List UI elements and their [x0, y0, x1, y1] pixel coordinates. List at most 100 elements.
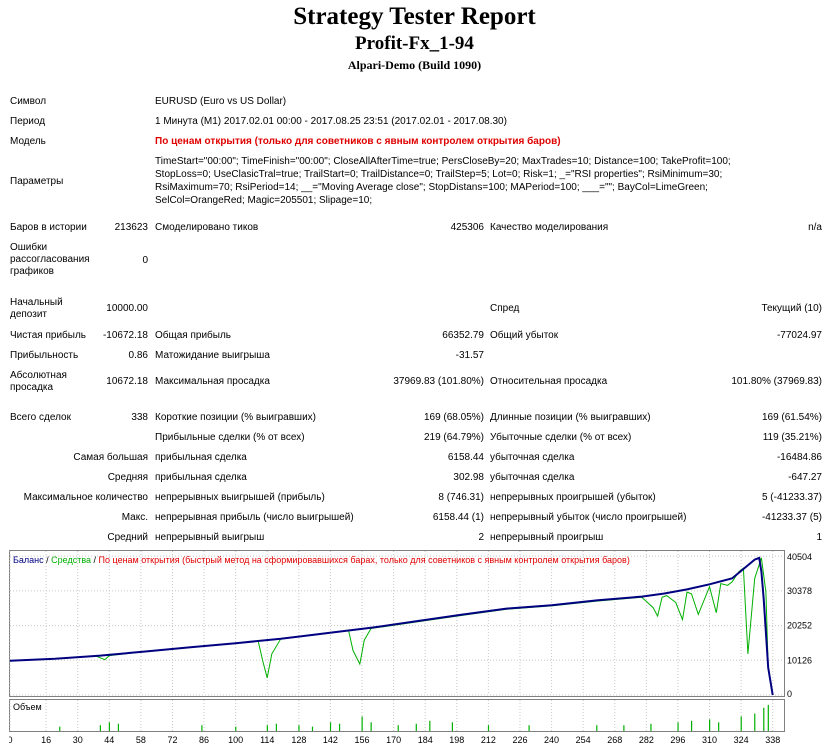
x-tick-label: 282: [639, 735, 654, 745]
legend-balance: Баланс: [13, 555, 44, 565]
expected-payoff-value: -31.57: [455, 350, 484, 361]
balance-line: [9, 556, 774, 696]
y-tick-label: 10126: [787, 655, 812, 665]
period-value: 1 Минута (M1) 2017.02.01 00:00 - 2017.08…: [155, 116, 507, 127]
volume-bar: [201, 725, 203, 731]
profit-factor-label: Прибыльность: [10, 350, 79, 361]
errors-value: 0: [142, 255, 148, 266]
max-consec-wins-label: непрерывных выигрышей (прибыль): [155, 492, 325, 503]
deposit-label-2: депозит: [10, 309, 48, 320]
y-tick-label: 20252: [787, 621, 812, 631]
volume-plot-frame: [9, 699, 785, 732]
x-tick-label: 338: [765, 735, 780, 745]
volume-bar: [754, 713, 756, 731]
x-tick-label: 142: [323, 735, 338, 745]
rel-drawdown-label: Относительная просадка: [490, 376, 608, 387]
volume-bar: [415, 723, 417, 731]
y-tick-label: 40504: [787, 552, 812, 562]
short-positions-value: 169 (68.05%): [423, 412, 484, 423]
largest-profit-value: 6158.44: [447, 452, 484, 463]
x-tick-label: 16: [41, 735, 51, 745]
errors-label-1: Ошибки: [10, 242, 48, 253]
volume-bar: [740, 716, 742, 731]
volume-bar: [677, 722, 679, 731]
max-drawdown-value: 37969.83 (101.80%): [393, 376, 484, 387]
x-tick-label: 240: [544, 735, 559, 745]
volume-bar: [451, 722, 453, 731]
y-axis-ticks: 40504 30378 20252 10126 0: [787, 552, 812, 699]
largest-profit-label: прибыльная сделка: [155, 452, 247, 463]
volume-bar: [718, 722, 720, 731]
volume-bar: [108, 722, 110, 731]
volume-bar: [650, 723, 652, 731]
y-tick-label: 30378: [787, 586, 812, 596]
legend-model: По ценам открытия (быстрый метод на сфор…: [99, 555, 630, 565]
largest-loss-value: -16484.86: [776, 452, 822, 463]
volume-bar: [528, 725, 530, 731]
x-tick-label: 170: [386, 735, 401, 745]
x-tick-label: 100: [228, 735, 243, 745]
max-consec-losses-label: непрерывных проигрышей (убыток): [490, 492, 656, 503]
legend-sep-1: /: [44, 555, 52, 565]
volume-bar: [397, 725, 399, 731]
x-tick-label: 226: [512, 735, 527, 745]
gross-profit-value: 66352.79: [442, 330, 484, 341]
long-positions-label: Длинные позиции (% выигравших): [490, 412, 651, 423]
loss-trades-label: Убыточные сделки (% от всех): [490, 432, 632, 443]
abs-drawdown-label-1: Абсолютная: [10, 370, 67, 381]
max-label: Макс.: [121, 512, 148, 523]
max-consec-profit-value: 6158.44 (1): [432, 512, 484, 523]
x-tick-label: 0: [9, 735, 13, 745]
profit-trades-value: 219 (64.79%): [423, 432, 484, 443]
long-positions-value: 169 (61.54%): [761, 412, 822, 423]
x-tick-label: 324: [734, 735, 749, 745]
params-line-4: SelCol=OrangeRed; Magic=205501; Slipage=…: [155, 195, 373, 206]
avg-consec-losses-value: 1: [816, 532, 822, 543]
legend-equity: Средства: [51, 555, 91, 565]
max-consec-loss-label: непрерывный убыток (число проигрышей): [490, 512, 687, 523]
spread-value: Текущий (10): [761, 303, 822, 314]
x-tick-label: 86: [199, 735, 209, 745]
volume-bar: [763, 707, 765, 731]
max-count-label: Максимальное количество: [23, 492, 148, 503]
volume-bars: [59, 704, 769, 731]
x-tick-label: 254: [576, 735, 591, 745]
volume-bar: [266, 725, 268, 731]
avg-consec-wins-label: непрерывный выигрыш: [155, 532, 265, 543]
volume-label: Объем: [13, 702, 42, 712]
max-consec-wins-value: 8 (746.31): [438, 492, 484, 503]
volume-bar: [370, 722, 372, 731]
max-drawdown-label: Максимальная просадка: [155, 376, 270, 387]
model-label: Модель: [10, 136, 46, 147]
average-loss-label: убыточная сделка: [490, 472, 575, 483]
avg-consec-wins-value: 2: [478, 532, 484, 543]
largest-loss-label: убыточная сделка: [490, 452, 575, 463]
profit-factor-value: 0.86: [128, 350, 148, 361]
volume-bar: [59, 726, 61, 731]
errors-label-3: графиков: [10, 266, 54, 277]
abs-drawdown-label-2: просадка: [10, 382, 54, 393]
x-tick-label: 212: [481, 735, 496, 745]
max-consec-profit-label: непрерывная прибыль (число выигрышей): [155, 512, 354, 523]
symbol-label: Символ: [10, 96, 47, 107]
x-tick-label: 184: [418, 735, 433, 745]
volume-bar: [338, 723, 341, 731]
x-tick-label: 44: [104, 735, 114, 745]
model-value: По ценам открытия (только для советников…: [155, 136, 561, 147]
volume-bar: [361, 716, 363, 731]
x-tick-label: 296: [670, 735, 685, 745]
gross-profit-label: Общая прибыль: [155, 330, 232, 341]
volume-bar: [311, 726, 314, 731]
volume-bar: [117, 723, 120, 731]
x-tick-label: 268: [607, 735, 622, 745]
x-tick-label: 72: [167, 735, 177, 745]
quality-value: n/a: [808, 222, 822, 233]
max-consec-losses-value: 5 (-41233.37): [761, 492, 822, 503]
legend-sep-2: /: [91, 555, 99, 565]
avg-label: Средний: [107, 532, 148, 543]
avg-consec-losses-label: непрерывный проигрыш: [490, 532, 604, 543]
x-tick-label: 58: [136, 735, 146, 745]
volume-bar: [487, 725, 490, 731]
expert-name: Profit-Fx_1-94: [355, 33, 474, 54]
deposit-label-1: Начальный: [10, 297, 63, 308]
